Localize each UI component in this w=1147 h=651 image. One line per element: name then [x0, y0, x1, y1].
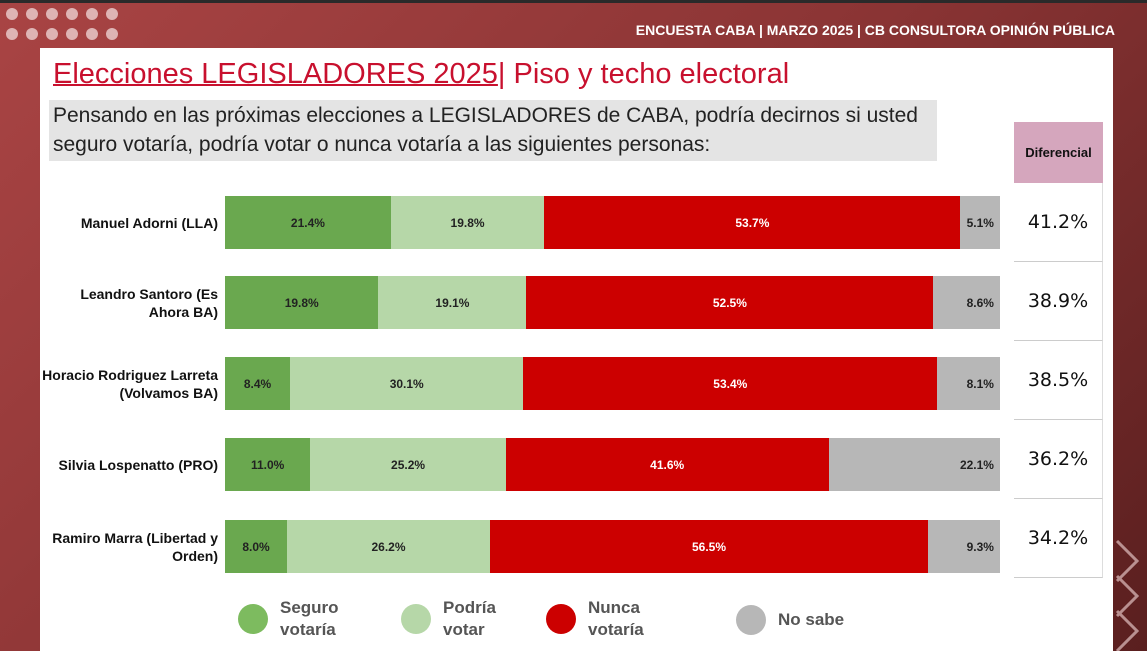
bar-segment: 8.4% [225, 357, 291, 410]
stacked-bar: 8.4% 30.1% 53.4% 8.1% [225, 357, 1000, 410]
differential-table: Diferencial 41.2% 38.9% 38.5% 36.2% 34.2% [1014, 122, 1103, 578]
title-main: Elecciones LEGISLADORES 2025 [53, 58, 498, 90]
bar-segment: 8.1% [937, 357, 1000, 410]
differential-value: 34.2% [1014, 499, 1103, 578]
title-rest: | Piso y techo electoral [497, 58, 790, 90]
differential-value: 36.2% [1014, 420, 1103, 499]
stacked-bar: 21.4% 19.8% 53.7% 5.1% [225, 196, 1000, 249]
stacked-bar: 19.8% 19.1% 52.5% 8.6% [225, 276, 1000, 329]
legend-swatch [238, 604, 268, 634]
decorative-dots [6, 8, 118, 40]
legend-label: Seguro votaría [280, 598, 339, 639]
stacked-bar: 8.0% 26.2% 56.5% 9.3% [225, 520, 1000, 573]
bar-segment: 41.6% [505, 438, 829, 491]
bar-segment: 22.1% [828, 438, 1000, 491]
slide-header: ENCUESTA CABA | MARZO 2025 | CB CONSULTO… [635, 22, 1115, 38]
differential-value: 38.5% [1014, 341, 1103, 420]
bar-segment: 9.3% [927, 520, 1000, 573]
top-border [0, 0, 1147, 3]
differential-header: Diferencial [1014, 122, 1103, 183]
category-label: Ramiro Marra (Libertad y Orden) [52, 529, 218, 564]
bar-segment: 19.8% [390, 196, 545, 249]
bar-segment: 8.0% [225, 520, 287, 573]
slide-title: Elecciones LEGISLADORES 2025| Piso y tec… [53, 58, 789, 91]
differential-value: 41.2% [1014, 183, 1103, 262]
bar-segment: 56.5% [490, 520, 928, 573]
legend-swatch [546, 604, 576, 634]
legend-swatch [401, 604, 431, 634]
legend-label: Nunca votaría [588, 598, 644, 639]
bar-segment: 53.4% [523, 357, 938, 410]
bar-segment: 11.0% [225, 438, 311, 491]
question-text: Pensando en las próximas elecciones a LE… [49, 100, 937, 161]
category-label: Leandro Santoro (Es Ahora BA) [80, 285, 218, 320]
bar-segment: 8.6% [933, 276, 1000, 329]
differential-value: 38.9% [1014, 262, 1103, 341]
bar-segment: 30.1% [290, 357, 524, 410]
bar-segment: 21.4% [225, 196, 391, 249]
bar-segment: 53.7% [544, 196, 961, 249]
stacked-bar: 11.0% 25.2% 41.6% 22.1% [225, 438, 1000, 491]
legend-item: Nunca votaría [546, 597, 668, 641]
legend-item: Podría votar [401, 597, 523, 641]
category-label: Silvia Lospenatto (PRO) [58, 456, 218, 473]
legend-label: No sabe [778, 610, 845, 629]
bar-segment: 19.8% [225, 276, 379, 329]
bar-segment: 26.2% [287, 520, 491, 573]
bar-segment: 52.5% [526, 276, 934, 329]
bar-segment: 19.1% [378, 276, 527, 329]
legend-label: Podría votar [443, 598, 496, 639]
chevron-decoration-icon [1115, 539, 1140, 651]
category-label: Manuel Adorni (LLA) [80, 214, 218, 231]
bar-segment: 25.2% [310, 438, 506, 491]
legend-item: No sabe [736, 605, 844, 635]
legend-swatch [736, 605, 766, 635]
category-label: Horacio Rodriguez Larreta (Volvamos BA) [42, 366, 218, 401]
legend-item: Seguro votaría [238, 597, 360, 641]
bar-segment: 5.1% [960, 196, 1000, 249]
